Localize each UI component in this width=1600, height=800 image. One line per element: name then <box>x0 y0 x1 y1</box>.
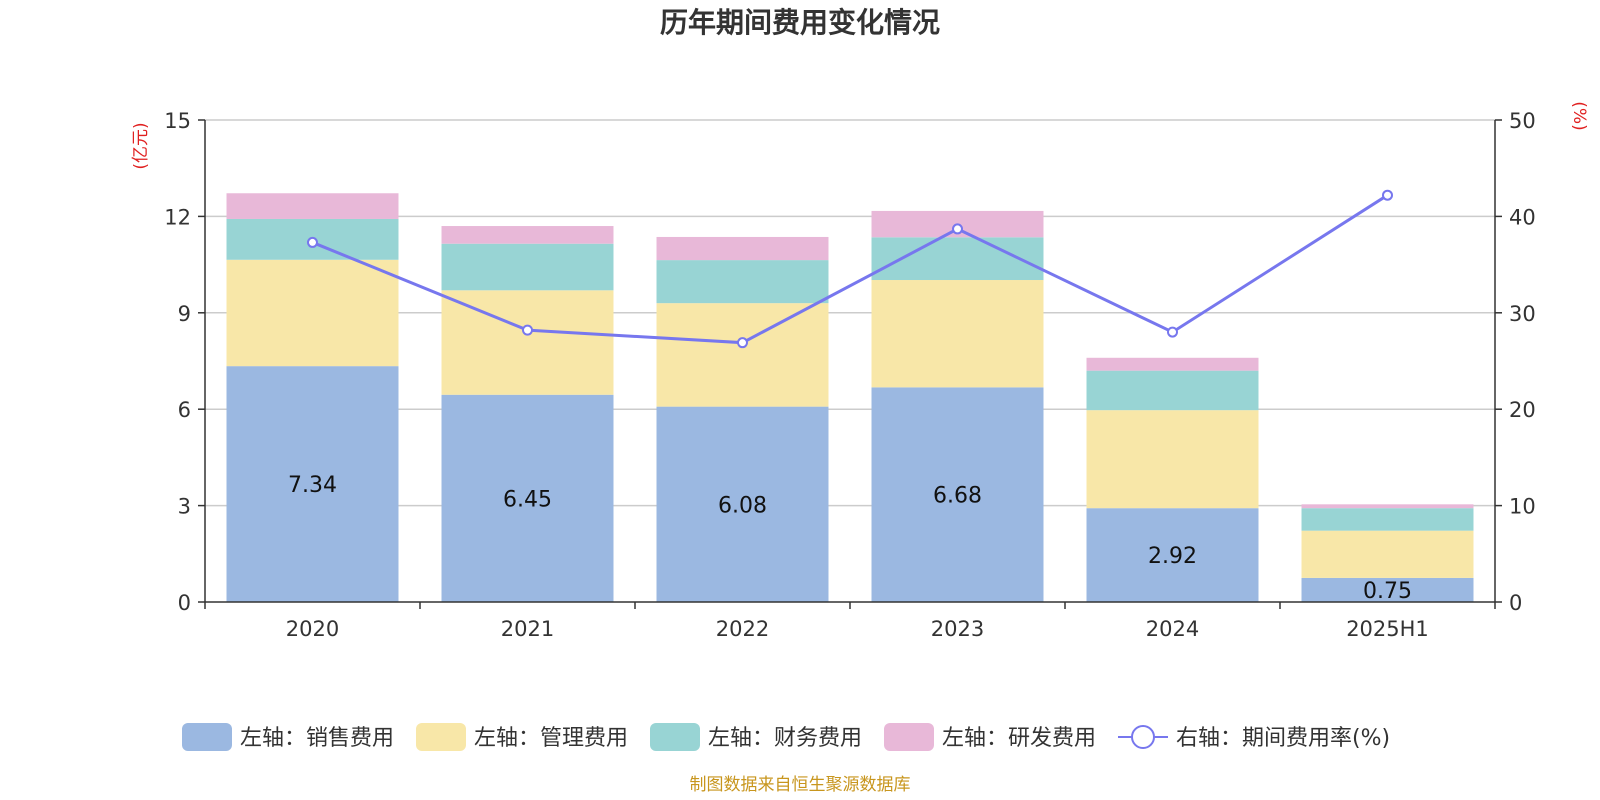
rate-point <box>1382 189 1393 201</box>
legend-label: 左轴：研发费用 <box>942 726 1096 751</box>
right-axis-tick-label: 20 <box>1509 398 1536 422</box>
bar-segment <box>1301 508 1474 531</box>
bar-value-label: 6.68 <box>933 484 982 509</box>
x-axis-tick-label: 2025H1 <box>1346 617 1429 641</box>
bar-segment <box>1301 504 1474 509</box>
legend-swatch <box>884 723 934 751</box>
left-axis-tick-label: 0 <box>178 591 191 615</box>
bar-segment <box>441 394 614 602</box>
left-axis-unit: (亿元) <box>131 122 151 169</box>
chart-title: 历年期间费用变化情况 <box>660 6 940 39</box>
bar-segment <box>871 387 1044 602</box>
left-axis-tick-label: 15 <box>164 109 191 133</box>
legend-label: 左轴：销售费用 <box>240 726 394 751</box>
bar-segment <box>226 259 399 367</box>
bar-value-label: 7.34 <box>288 473 337 498</box>
x-axis-tick-label: 2022 <box>716 617 769 641</box>
right-axis-unit: (%) <box>1569 101 1589 130</box>
bar-value-label: 0.75 <box>1363 579 1412 604</box>
right-axis-tick-label: 10 <box>1509 495 1536 519</box>
bar-data-labels: 7.34 6.45 6.08 6.68 2.92 0.75 <box>288 473 1412 604</box>
rate-point <box>737 337 748 349</box>
legend-label: 左轴：财务费用 <box>708 726 862 751</box>
rate-point <box>1167 326 1178 338</box>
source-note: 制图数据来自恒生聚源数据库 <box>690 775 911 795</box>
bar-segment <box>1301 530 1474 578</box>
rate-point <box>522 324 533 336</box>
bar-series <box>226 193 1474 602</box>
bar-segment <box>656 260 829 304</box>
grid-lines <box>205 119 1495 507</box>
bar-segment <box>656 236 829 261</box>
bar-value-label: 6.08 <box>718 493 767 518</box>
bar-segment <box>1086 357 1259 371</box>
left-axis-tick-label: 9 <box>178 302 191 326</box>
x-axis-tick-label: 2023 <box>931 617 984 641</box>
axes: 0 3 6 9 12 15 0 10 20 30 40 50 2020 2021 2022 2023 2024 2… <box>164 109 1535 641</box>
right-axis-tick-label: 40 <box>1509 205 1536 229</box>
bar-segment <box>1086 410 1259 509</box>
bar-segment <box>441 243 614 291</box>
rate-point <box>952 223 963 235</box>
bar-segment <box>441 226 614 244</box>
x-axis-tick-label: 2024 <box>1146 617 1199 641</box>
bar-segment <box>226 366 399 602</box>
left-axis-tick-label: 12 <box>164 205 191 229</box>
right-axis-tick-label: 50 <box>1509 109 1536 133</box>
bar-segment <box>656 406 829 602</box>
legend-swatch <box>416 723 466 751</box>
legend-label: 右轴：期间费用率(%) <box>1176 726 1390 751</box>
left-axis-tick-label: 3 <box>178 495 191 519</box>
left-axis-tick-label: 6 <box>178 398 191 422</box>
legend-label: 左轴：管理费用 <box>474 726 628 751</box>
legend-circle-marker <box>1131 725 1155 749</box>
bar-segment <box>656 303 829 407</box>
right-axis-tick-label: 0 <box>1509 591 1522 615</box>
bar-segment <box>1086 508 1259 602</box>
rate-line-series <box>307 189 1393 349</box>
rate-point <box>307 236 318 248</box>
bar-value-label: 6.45 <box>503 487 552 512</box>
bar-segment <box>871 280 1044 388</box>
legend: 左轴：销售费用 左轴：管理费用 左轴：财务费用 左轴：研发费用 右轴：期间费用率(%) <box>182 723 1390 751</box>
x-axis-tick-label: 2020 <box>286 617 339 641</box>
bar-segment <box>226 193 399 219</box>
bar-value-label: 2.92 <box>1148 544 1197 569</box>
legend-swatch <box>650 723 700 751</box>
legend-swatch <box>182 723 232 751</box>
x-axis-tick-label: 2021 <box>501 617 554 641</box>
right-axis-tick-label: 30 <box>1509 302 1536 326</box>
bar-segment <box>1301 577 1474 602</box>
bar-segment <box>1086 370 1259 411</box>
rate-line <box>311 193 1389 345</box>
